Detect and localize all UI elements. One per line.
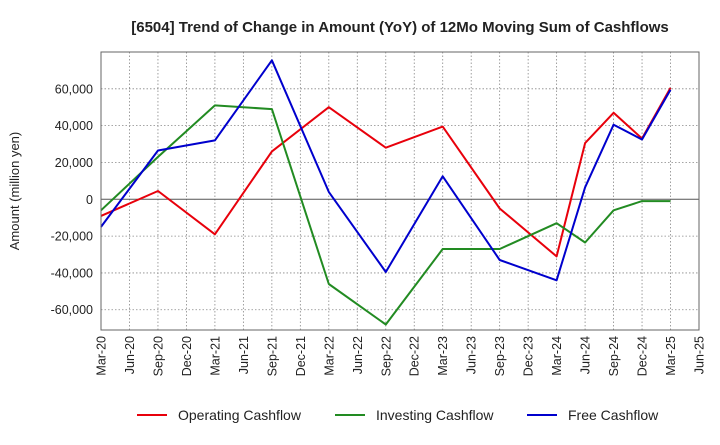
free-cashflow-line bbox=[100, 59, 672, 282]
x-tick-label: Jun-23 bbox=[465, 336, 479, 374]
y-tick-label: 0 bbox=[86, 193, 93, 207]
operating-cashflow-line bbox=[100, 87, 672, 258]
x-tick-label: Mar-25 bbox=[664, 336, 678, 376]
x-tick-label: Dec-24 bbox=[636, 336, 650, 376]
free-cashflow-legend-label: Free Cashflow bbox=[568, 407, 659, 423]
x-tick-label: Jun-24 bbox=[579, 336, 593, 374]
x-tick-label: Mar-20 bbox=[95, 336, 109, 376]
x-tick-label: Mar-22 bbox=[322, 336, 336, 376]
y-tick-label: -60,000 bbox=[51, 303, 93, 317]
x-tick-label: Dec-20 bbox=[180, 336, 194, 376]
x-tick-label: Jun-20 bbox=[123, 336, 137, 374]
x-tick-label: Dec-22 bbox=[408, 336, 422, 376]
x-tick-labels: Mar-20 Jun-20 Sep-20 Dec-20 Mar-21 Jun-21 Sep-… bbox=[95, 336, 707, 376]
x-tick-label: Sep-22 bbox=[379, 336, 393, 376]
y-tick-labels: 60,000 40,000 20,000 0 -20,000 -40,000 -60,000 bbox=[51, 82, 93, 317]
plot-frame bbox=[100, 51, 700, 331]
y-tick-label: -20,000 bbox=[51, 230, 93, 244]
x-tick-label: Sep-20 bbox=[151, 336, 165, 376]
y-tick-label: 40,000 bbox=[55, 119, 93, 133]
x-tick-label: Dec-23 bbox=[522, 336, 536, 376]
series-layer bbox=[100, 59, 672, 326]
x-tick-label: Sep-23 bbox=[493, 336, 507, 376]
grid-layer bbox=[100, 52, 700, 330]
x-tick-label: Jun-25 bbox=[693, 336, 707, 374]
y-axis-label: Amount (million yen) bbox=[7, 132, 22, 251]
x-tick-label: Sep-21 bbox=[265, 336, 279, 376]
investing-cashflow-line bbox=[100, 104, 671, 326]
y-tick-label: -40,000 bbox=[51, 266, 93, 280]
legend: Operating Cashflow Investing Cashflow Free… bbox=[137, 407, 659, 423]
x-tick-label: Jun-22 bbox=[351, 336, 365, 374]
investing-cashflow-legend-label: Investing Cashflow bbox=[376, 407, 494, 423]
chart-title: [6504] Trend of Change in Amount (YoY) o… bbox=[131, 19, 669, 36]
y-tick-label: 60,000 bbox=[55, 82, 93, 96]
x-tick-label: Sep-24 bbox=[607, 336, 621, 376]
y-tick-label: 20,000 bbox=[55, 156, 93, 170]
operating-cashflow-legend-label: Operating Cashflow bbox=[178, 407, 302, 423]
x-tick-label: Mar-24 bbox=[550, 336, 564, 376]
x-tick-label: Mar-23 bbox=[436, 336, 450, 376]
x-tick-label: Jun-21 bbox=[237, 336, 251, 374]
x-tick-label: Dec-21 bbox=[294, 336, 308, 376]
x-tick-label: Mar-21 bbox=[208, 336, 222, 376]
